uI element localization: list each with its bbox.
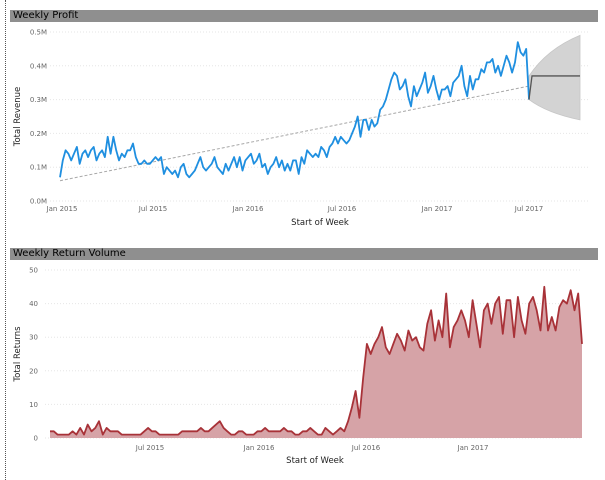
returns-series-line [50,285,583,436]
profit-x-tick-label: Jul 2015 [138,205,168,213]
returns-x-axis-title: Start of Week [286,456,344,466]
profit-x-tick-label: Jan 2017 [421,205,453,213]
profit-x-tick-label: Jan 2015 [46,205,78,213]
weekly-returns-title: Weekly Return Volume [10,248,598,260]
returns-y-tick-label: 40 [29,300,38,308]
returns-y-tick-label: 30 [29,334,38,342]
profit-y-tick-label: 0.4M [30,62,47,70]
profit-y-axis-title: Total Revenue [13,87,23,148]
weekly-profit-title: Weekly Profit [10,10,598,22]
returns-x-tick-label: Jan 2017 [457,444,489,452]
profit-y-tick-label: 0.1M [30,164,47,172]
returns-x-tick-label: Jul 2015 [135,444,165,452]
profit-series-line [59,41,530,179]
profit-y-tick-label: 0.5M [30,29,47,37]
returns-y-tick-label: 10 [29,401,38,409]
returns-x-tick-label: Jan 2016 [243,444,275,452]
weekly-profit-chart: 0.0M 0.1M 0.2M 0.3M 0.4M 0.5M Jan 2015 Jul 2015… [13,29,588,228]
returns-y-tick-label: 0 [34,435,38,443]
profit-y-tick-label: 0.3M [30,96,47,104]
returns-area-fill [50,286,582,438]
returns-y-tick-label: 20 [29,367,38,375]
profit-y-tick-label: 0.2M [30,130,47,138]
report-divider-line [5,0,6,480]
weekly-returns-panel: Weekly Return Volume 0 10 20 30 40 50 Jul 2015… [10,248,598,478]
returns-y-axis-title: Total Returns [13,326,23,383]
returns-y-tick-label: 50 [29,267,38,275]
profit-x-axis-title: Start of Week [291,218,349,228]
profit-y-tick-label: 0.0M [30,198,47,206]
returns-x-tick-label: Jul 2016 [351,444,381,452]
profit-x-tick-label: Jan 2016 [232,205,264,213]
weekly-returns-chart: 0 10 20 30 40 50 Jul 2015 Jan 2016 Jul 2016 Jan 2… [13,267,583,466]
profit-x-tick-label: Jul 2016 [327,205,357,213]
profit-forecast-band [528,34,581,121]
weekly-profit-panel: Weekly Profit 0.0M 0.1M 0.2M 0.3M 0.4M 0.5M Ja… [10,10,598,234]
profit-x-tick-label: Jul 2017 [514,205,544,213]
profit-forecast-line [528,75,580,100]
